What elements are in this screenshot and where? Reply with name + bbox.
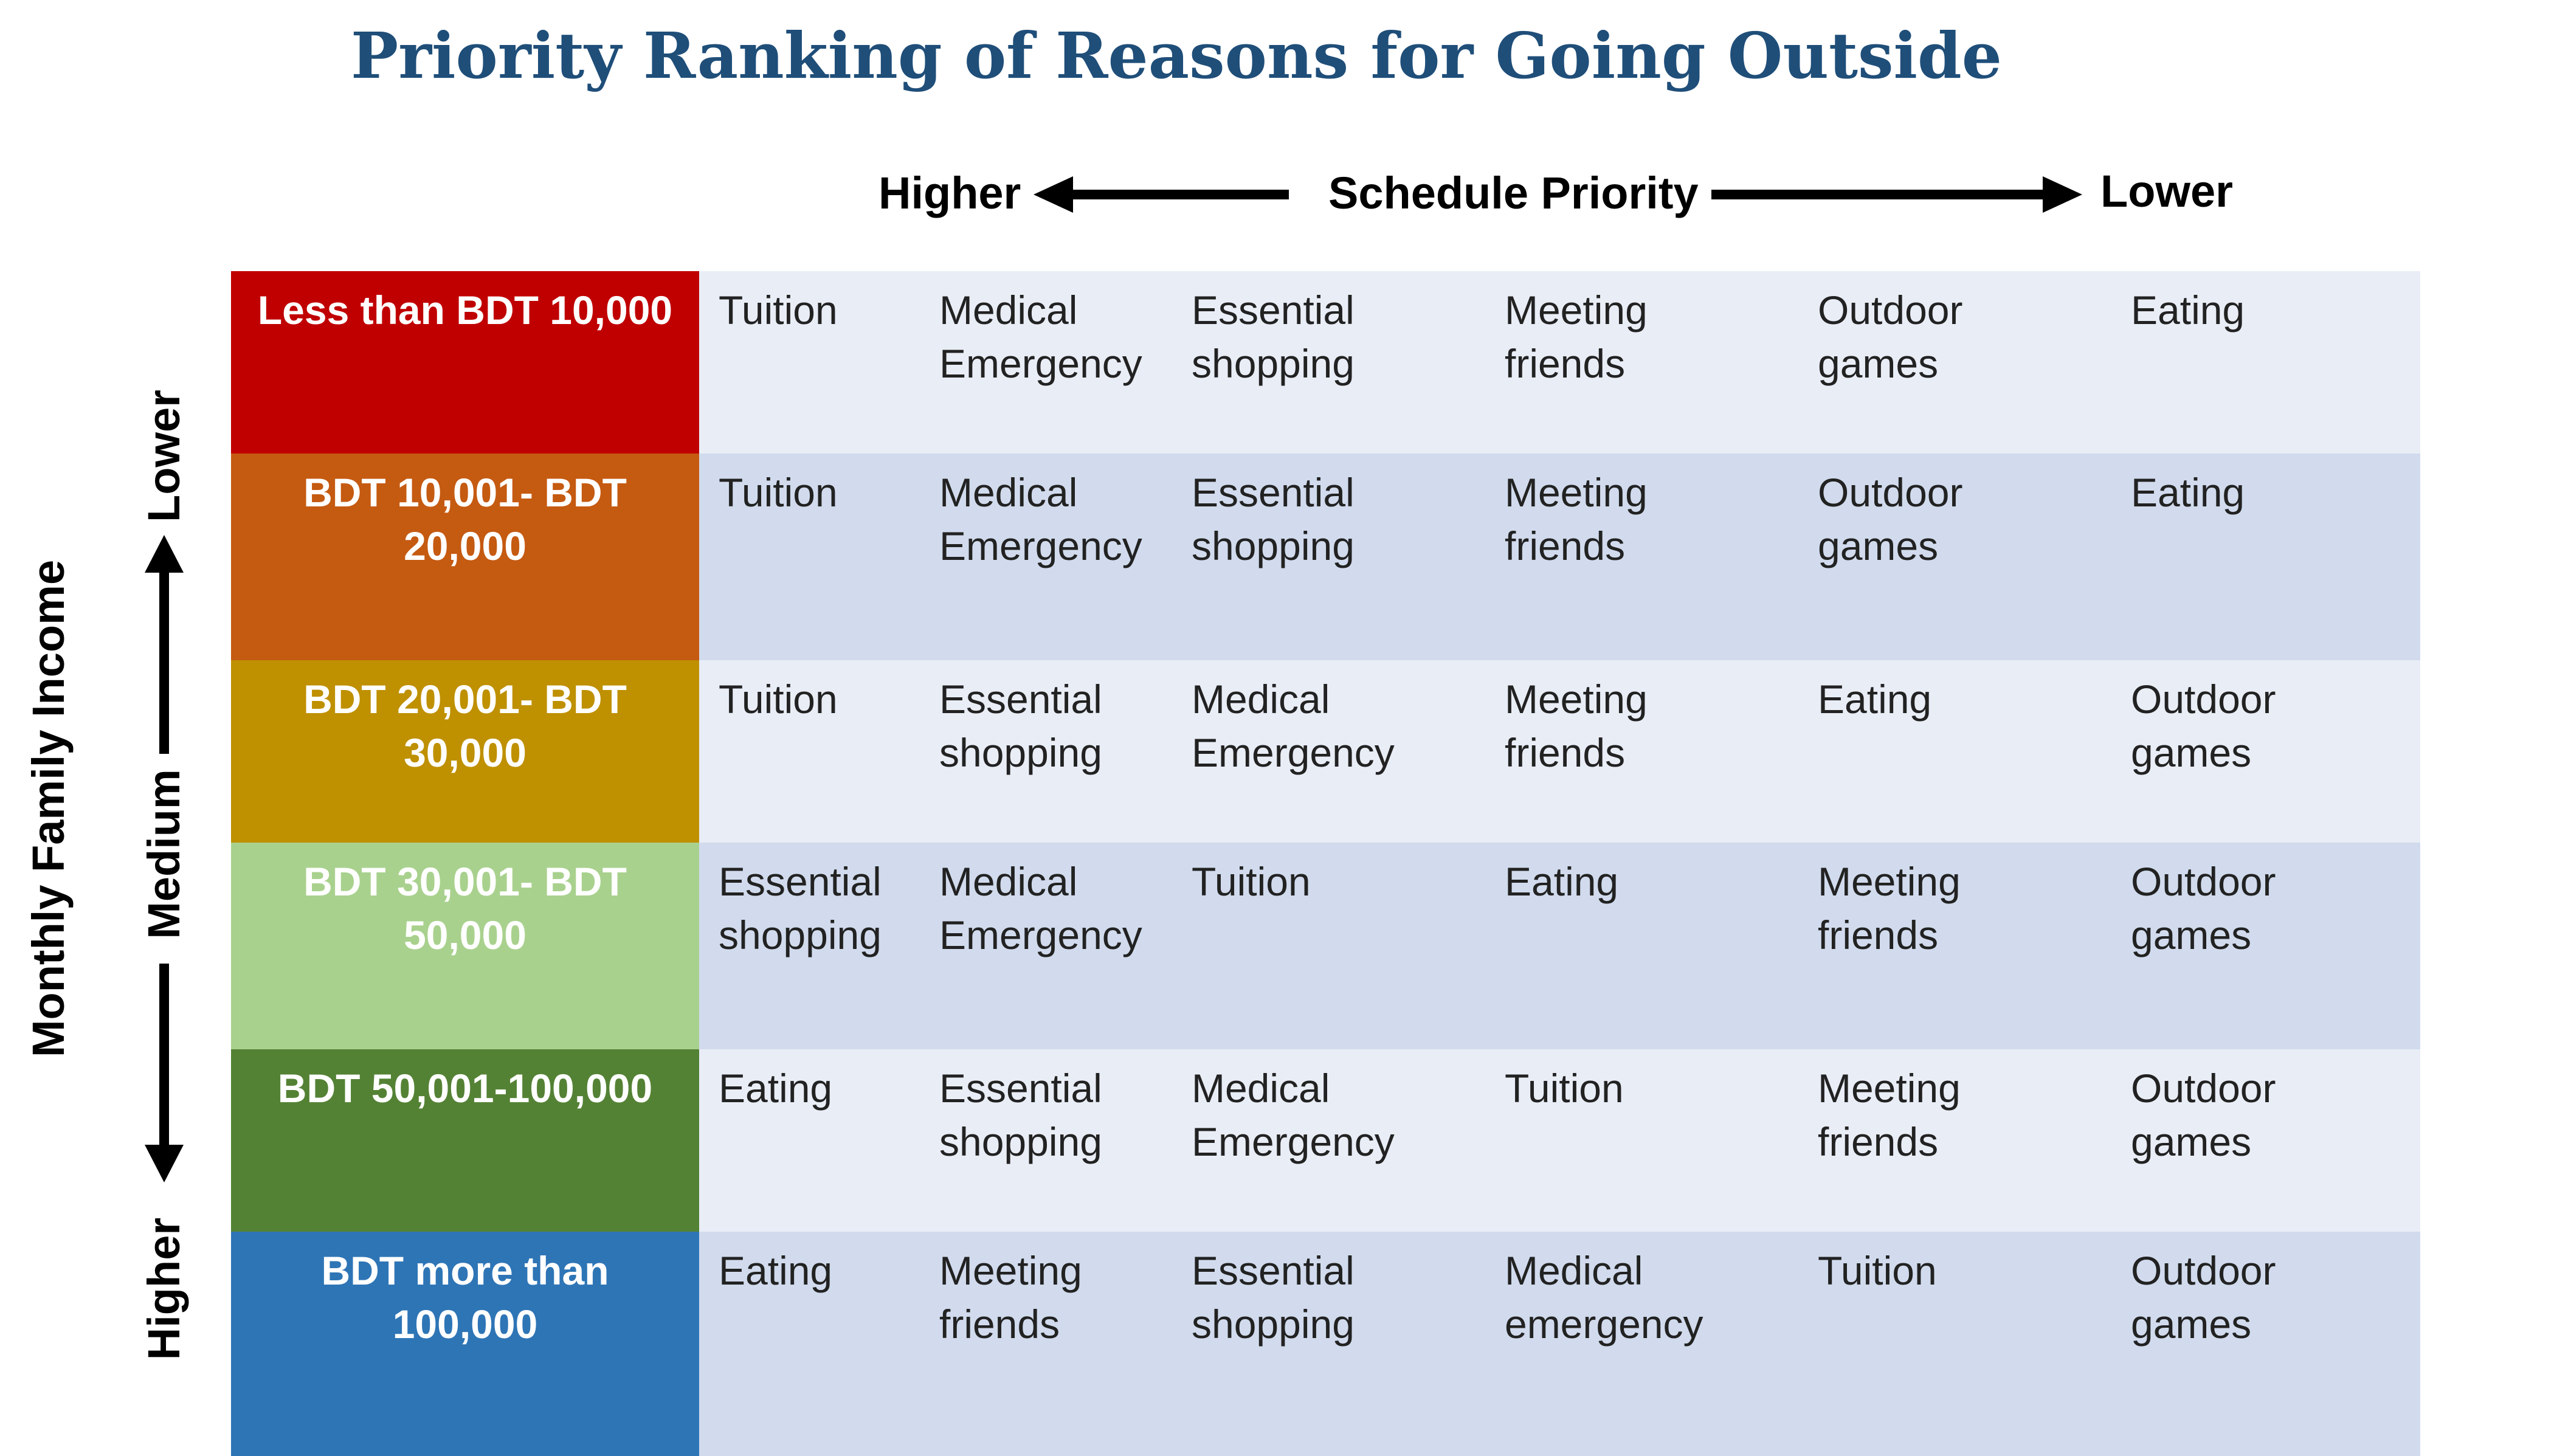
- priority-table: Less than BDT 10,000 Tuition Medical Eme…: [231, 271, 2420, 1456]
- rank-cell: Essential shopping: [1192, 1248, 1355, 1347]
- side-lower: Lower: [139, 390, 189, 522]
- table-row: BDT more than 100,000 Eating Meeting fri…: [231, 1232, 2420, 1456]
- row-cells: Eating Essential shopping Medical Emerge…: [699, 1049, 2420, 1232]
- rank-cell: Tuition: [1505, 1066, 1624, 1111]
- rank-cell: Medical Emergency: [939, 859, 1142, 957]
- rank-cell: Tuition: [719, 677, 838, 722]
- rank-cell: Essential shopping: [1192, 470, 1355, 568]
- row-cells: Eating Meeting friends Essential shoppin…: [699, 1232, 2420, 1456]
- rank-cell: Tuition: [1818, 1248, 1937, 1293]
- row-cells: Tuition Medical Emergency Essential shop…: [699, 454, 2420, 660]
- header-lower: Lower: [2100, 166, 2233, 216]
- rank-cell: Eating: [1505, 859, 1619, 904]
- row-cells: Tuition Medical Emergency Essential shop…: [699, 271, 2420, 454]
- rank-cell: Essential shopping: [719, 859, 882, 957]
- rank-cell: Tuition: [719, 288, 838, 333]
- table-row: BDT 30,001- BDT 50,000 Essential shoppin…: [231, 843, 2420, 1049]
- rank-cell: Outdoor games: [1818, 470, 1963, 568]
- rank-cell: Outdoor games: [2131, 859, 2276, 957]
- rank-cell: Outdoor games: [2131, 677, 2276, 775]
- table-row: BDT 20,001- BDT 30,000 Tuition Essential…: [231, 660, 2420, 843]
- income-label: Less than BDT 10,000: [231, 271, 699, 454]
- rank-cell: Meeting friends: [1505, 288, 1648, 386]
- income-label: BDT 20,001- BDT 30,000: [231, 660, 699, 843]
- rank-cell: Eating: [1818, 677, 1932, 722]
- income-label: BDT more than 100,000: [231, 1232, 699, 1456]
- rank-cell: Outdoor games: [2131, 1248, 2276, 1347]
- row-cells: Tuition Essential shopping Medical Emerg…: [699, 660, 2420, 843]
- rank-cell: Medical Emergency: [939, 288, 1142, 386]
- left-arrow-icon: [1034, 176, 1289, 213]
- table-row: Less than BDT 10,000 Tuition Medical Eme…: [231, 271, 2420, 454]
- rank-cell: Meeting friends: [939, 1248, 1082, 1347]
- rank-cell: Outdoor games: [1818, 288, 1963, 386]
- rank-cell: Essential shopping: [1192, 288, 1355, 386]
- rank-cell: Eating: [2131, 288, 2245, 333]
- rank-cell: Eating: [719, 1248, 833, 1293]
- right-arrow-icon: [1711, 176, 2082, 213]
- rank-cell: Medical Emergency: [1192, 677, 1395, 775]
- up-arrow-icon: [145, 535, 184, 754]
- header-schedule-priority: Schedule Priority: [1328, 168, 1699, 218]
- income-label: BDT 10,001- BDT 20,000: [231, 454, 699, 660]
- rank-cell: Medical Emergency: [939, 470, 1142, 568]
- rank-cell: Essential shopping: [939, 677, 1102, 775]
- side-higher: Higher: [139, 1217, 189, 1361]
- rank-cell: Meeting friends: [1818, 1066, 1961, 1164]
- header-higher: Higher: [878, 168, 1021, 218]
- rank-cell: Essential shopping: [939, 1066, 1102, 1164]
- rank-cell: Tuition: [1192, 859, 1311, 904]
- side-medium: Medium: [139, 769, 189, 939]
- rank-cell: Medical emergency: [1505, 1248, 1703, 1347]
- row-cells: Essential shopping Medical Emergency Tui…: [699, 843, 2420, 1049]
- side-axis-label: Monthly Family Income: [23, 559, 74, 1058]
- income-label: BDT 50,001-100,000: [231, 1049, 699, 1232]
- rank-cell: Tuition: [719, 470, 838, 515]
- table-row: BDT 50,001-100,000 Eating Essential shop…: [231, 1049, 2420, 1232]
- rank-cell: Medical Emergency: [1192, 1066, 1395, 1164]
- rank-cell: Meeting friends: [1505, 677, 1648, 775]
- rank-cell: Meeting friends: [1818, 859, 1961, 957]
- rank-cell: Meeting friends: [1505, 470, 1648, 568]
- rank-cell: Eating: [719, 1066, 833, 1111]
- table-row: BDT 10,001- BDT 20,000 Tuition Medical E…: [231, 454, 2420, 660]
- chart-title: Priority Ranking of Reasons for Going Ou…: [351, 18, 2002, 93]
- income-label: BDT 30,001- BDT 50,000: [231, 843, 699, 1049]
- down-arrow-icon: [145, 964, 184, 1182]
- rank-cell: Eating: [2131, 470, 2245, 515]
- rank-cell: Outdoor games: [2131, 1066, 2276, 1164]
